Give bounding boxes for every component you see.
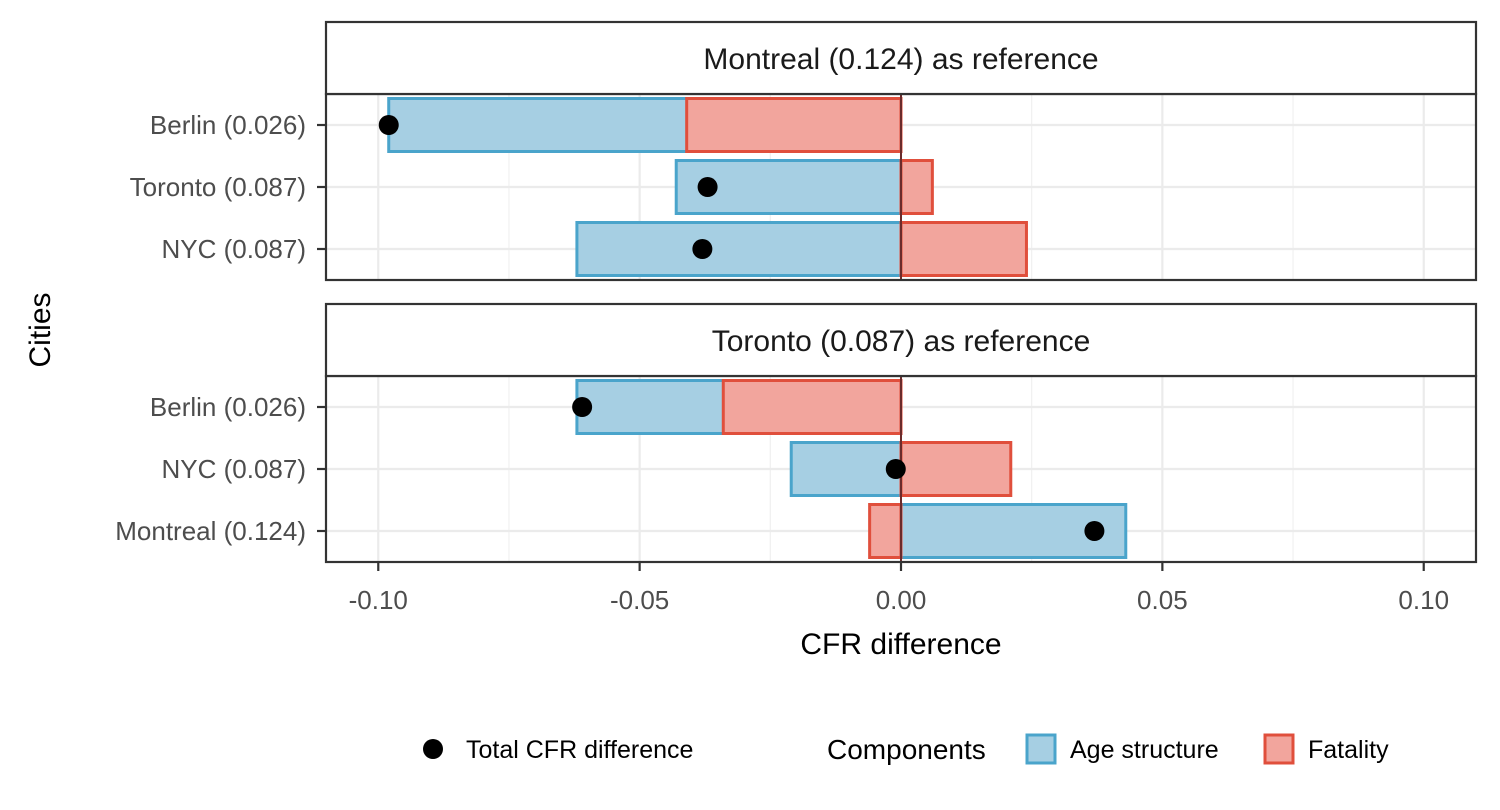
legend-age-key	[1025, 733, 1057, 765]
x-axis-title: CFR difference	[800, 628, 1001, 661]
y-tick-label: Berlin (0.026)	[150, 392, 306, 422]
bar-age-structure	[789, 441, 903, 497]
facet-title: Toronto (0.087) as reference	[712, 325, 1091, 358]
x-tick-label: -0.10	[349, 585, 408, 615]
facet-title: Montreal (0.124) as reference	[703, 43, 1098, 76]
total-cfr-point	[1084, 521, 1105, 541]
bar-fatality	[899, 221, 1028, 277]
y-tick-label: Montreal (0.124)	[115, 516, 306, 546]
x-tick-label: 0.00	[876, 585, 927, 615]
bar-fatality	[685, 97, 903, 153]
bar-age-structure	[575, 221, 903, 277]
legend-title: Components	[827, 734, 986, 765]
legend-fatality-key	[1263, 733, 1295, 765]
total-cfr-point	[885, 459, 906, 479]
x-tick-label: -0.05	[610, 585, 669, 615]
bar-fatality	[721, 379, 903, 435]
bar-fatality	[899, 441, 1013, 497]
y-tick-label: NYC (0.087)	[162, 454, 307, 484]
y-tick-label: Toronto (0.087)	[130, 172, 306, 202]
x-tick-label: 0.10	[1398, 585, 1449, 615]
y-tick-label: Berlin (0.026)	[150, 110, 306, 140]
x-tick-label: 0.05	[1137, 585, 1188, 615]
legend-point-key	[423, 739, 443, 759]
y-tick-label: NYC (0.087)	[162, 234, 307, 264]
total-cfr-point	[692, 239, 713, 259]
bar-age-structure	[899, 503, 1128, 559]
bar-fatality	[899, 159, 934, 215]
total-cfr-point	[378, 115, 399, 135]
y-axis-title: Cities	[24, 292, 57, 367]
facet-strip	[324, 20, 1478, 96]
legend-point-label: Total CFR difference	[466, 736, 693, 764]
legend-age-label: Age structure	[1070, 736, 1219, 764]
bar-fatality	[868, 503, 903, 559]
facet-strip	[324, 302, 1478, 378]
legend-fatality-label: Fatality	[1308, 736, 1389, 764]
total-cfr-point	[697, 177, 718, 197]
total-cfr-point	[572, 397, 593, 417]
